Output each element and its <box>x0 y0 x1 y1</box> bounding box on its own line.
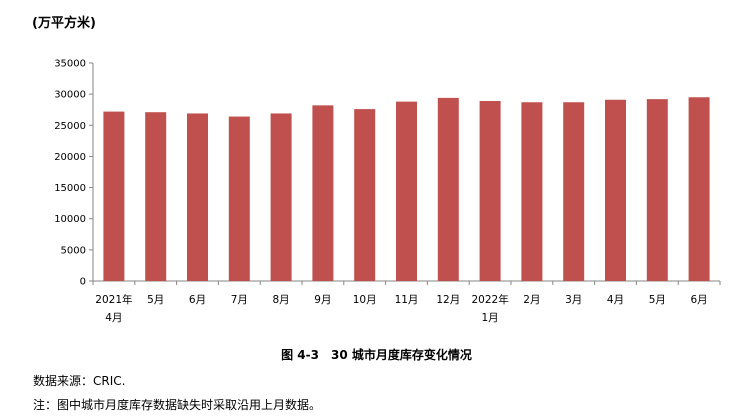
y-tick-label: 25000 <box>54 121 86 132</box>
x-tick-label: 10月 <box>353 294 377 306</box>
bar <box>312 105 334 282</box>
y-tick-label: 35000 <box>54 59 86 70</box>
bar-chart: 0 5000 10000 15000 20000 25000 30000 35000 2021年… <box>54 59 721 324</box>
bar <box>479 100 501 281</box>
source-note: 数据来源：CRIC. <box>33 374 126 388</box>
bar <box>521 102 543 282</box>
x-tick-label: 12月 <box>436 294 460 306</box>
x-tick-label: 2021年 <box>95 293 132 306</box>
x-tick-label: 11月 <box>395 294 419 306</box>
y-tick-label: 15000 <box>54 183 86 194</box>
x-tick-label: 6月 <box>691 294 708 306</box>
bar <box>187 113 208 281</box>
x-tick-label: 5月 <box>147 294 164 306</box>
bar <box>228 116 250 282</box>
x-tick-label: 9月 <box>314 294 331 306</box>
x-tick-label: 5月 <box>649 294 666 306</box>
bar <box>103 111 125 281</box>
bar <box>396 101 417 281</box>
y-tick-label: 5000 <box>61 245 86 256</box>
x-tick-label: 2022年 <box>471 293 508 306</box>
bar <box>354 109 376 281</box>
y-tick-label: 20000 <box>54 152 86 163</box>
x-tick-label: 2月 <box>523 294 540 306</box>
y-tick-label: 0 <box>80 277 86 288</box>
unit-label: (万平方米) <box>32 16 96 31</box>
x-tick-label: 3月 <box>565 294 582 306</box>
x-tick-label: 4月 <box>105 312 122 324</box>
bar <box>605 99 626 282</box>
figure-caption: 图 4-3 30 城市月度库存变化情况 <box>281 348 472 362</box>
x-tick-label: 7月 <box>231 294 248 306</box>
bar <box>270 113 292 281</box>
x-tick-label: 4月 <box>607 294 624 306</box>
bar <box>437 97 459 281</box>
x-tick-label: 8月 <box>273 294 290 306</box>
bar <box>563 102 585 282</box>
bar <box>688 97 710 281</box>
y-tick-label: 10000 <box>54 214 86 225</box>
bar <box>646 99 668 281</box>
bar <box>145 112 167 281</box>
x-tick-label: 6月 <box>189 294 206 306</box>
x-tick-label: 1月 <box>482 312 499 324</box>
y-tick-label: 30000 <box>54 90 86 101</box>
footnote: 注：图中城市月度库存数据缺失时采取沿用上月数据。 <box>33 398 322 412</box>
